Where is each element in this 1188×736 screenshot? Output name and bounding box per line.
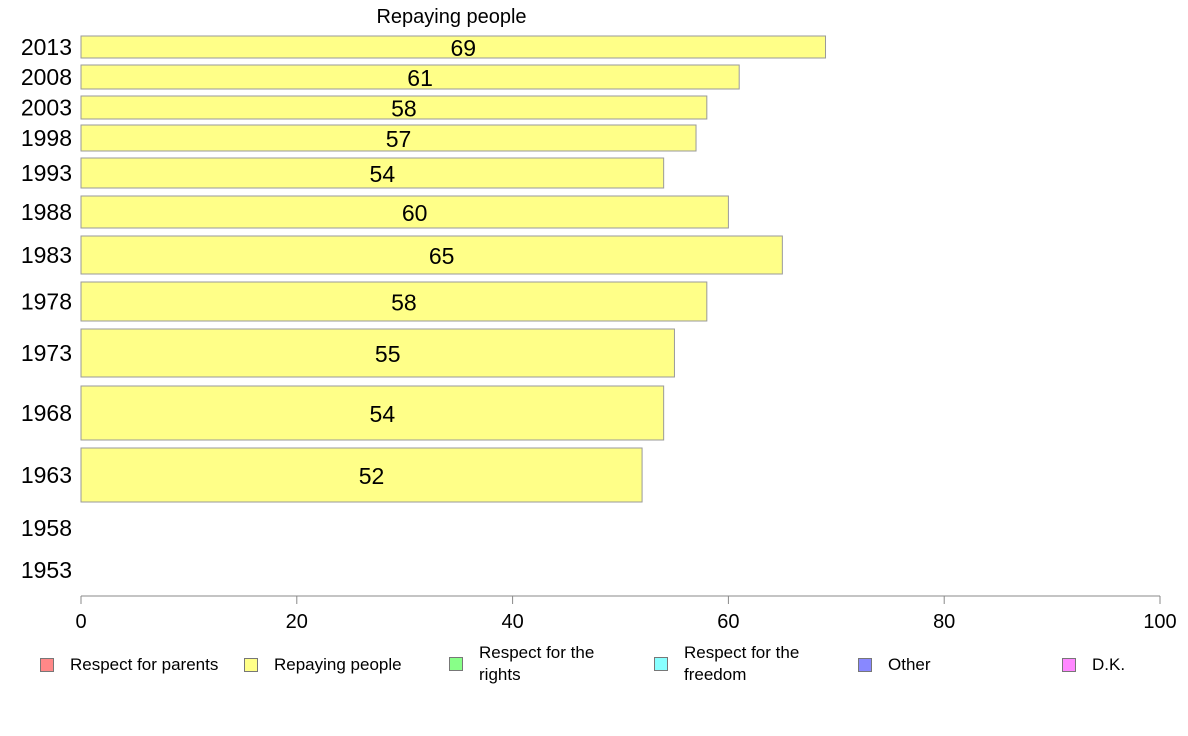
legend-item: Respect for the freedom (654, 642, 804, 686)
legend-label: Respect for the rights (479, 643, 595, 684)
category-label: 1983 (21, 242, 72, 268)
category-label: 2003 (21, 95, 72, 121)
bar (80, 447, 643, 503)
legend-item: Respect for parents (40, 654, 240, 676)
bar (80, 235, 783, 275)
legend-swatch (654, 657, 668, 671)
category-label: 1968 (21, 400, 72, 426)
data-label: 57 (386, 126, 412, 152)
x-tick-label: 60 (717, 611, 739, 633)
bar (80, 124, 697, 152)
legend-item: D.K. (1062, 654, 1162, 676)
bar (80, 195, 729, 229)
legend-item: Respect for the rights (449, 642, 599, 686)
category-label: 1993 (21, 160, 72, 186)
legend-label: Respect for parents (70, 655, 219, 674)
legend-item: Repaying people (244, 654, 434, 676)
category-label: 1973 (21, 340, 72, 366)
category-label: 1998 (21, 125, 72, 151)
bar (80, 328, 675, 378)
legend-swatch (858, 658, 872, 672)
data-label: 65 (429, 243, 455, 269)
data-label: 69 (450, 35, 476, 61)
x-tick-label: 0 (75, 611, 86, 633)
legend-label: Repaying people (274, 655, 402, 674)
bar (80, 64, 740, 90)
data-label: 58 (391, 290, 417, 316)
legend-swatch (244, 658, 258, 672)
legend-item: Other (858, 654, 978, 676)
category-label: 1988 (21, 199, 72, 225)
bar (80, 35, 827, 59)
chart-title: Repaying people (376, 6, 527, 28)
x-tick-label: 20 (286, 611, 308, 633)
category-label: 1978 (21, 289, 72, 315)
bar (80, 157, 665, 189)
x-tick-label: 80 (933, 611, 955, 633)
legend-swatch (1062, 658, 1076, 672)
bar (80, 281, 708, 322)
bar (80, 385, 665, 441)
category-label: 2013 (21, 34, 72, 60)
data-label: 54 (370, 161, 396, 187)
data-label: 55 (375, 341, 401, 367)
category-label: 1953 (21, 557, 72, 583)
category-label: 1958 (21, 515, 72, 541)
x-tick-label: 100 (1143, 611, 1176, 633)
data-label: 58 (391, 96, 417, 122)
legend-label: Other (888, 655, 931, 674)
data-label: 61 (407, 65, 433, 91)
legend: Respect for parents Repaying people Respec… (0, 640, 1188, 700)
data-label: 52 (359, 463, 385, 489)
bar (80, 95, 708, 120)
data-label: 54 (370, 401, 396, 427)
category-label: 2008 (21, 64, 72, 90)
legend-label: D.K. (1092, 655, 1126, 674)
x-tick-label: 40 (501, 611, 523, 633)
legend-swatch (40, 658, 54, 672)
legend-label: Respect for the freedom (684, 643, 800, 684)
legend-swatch (449, 657, 463, 671)
category-label: 1963 (21, 462, 72, 488)
data-label: 60 (402, 200, 428, 226)
